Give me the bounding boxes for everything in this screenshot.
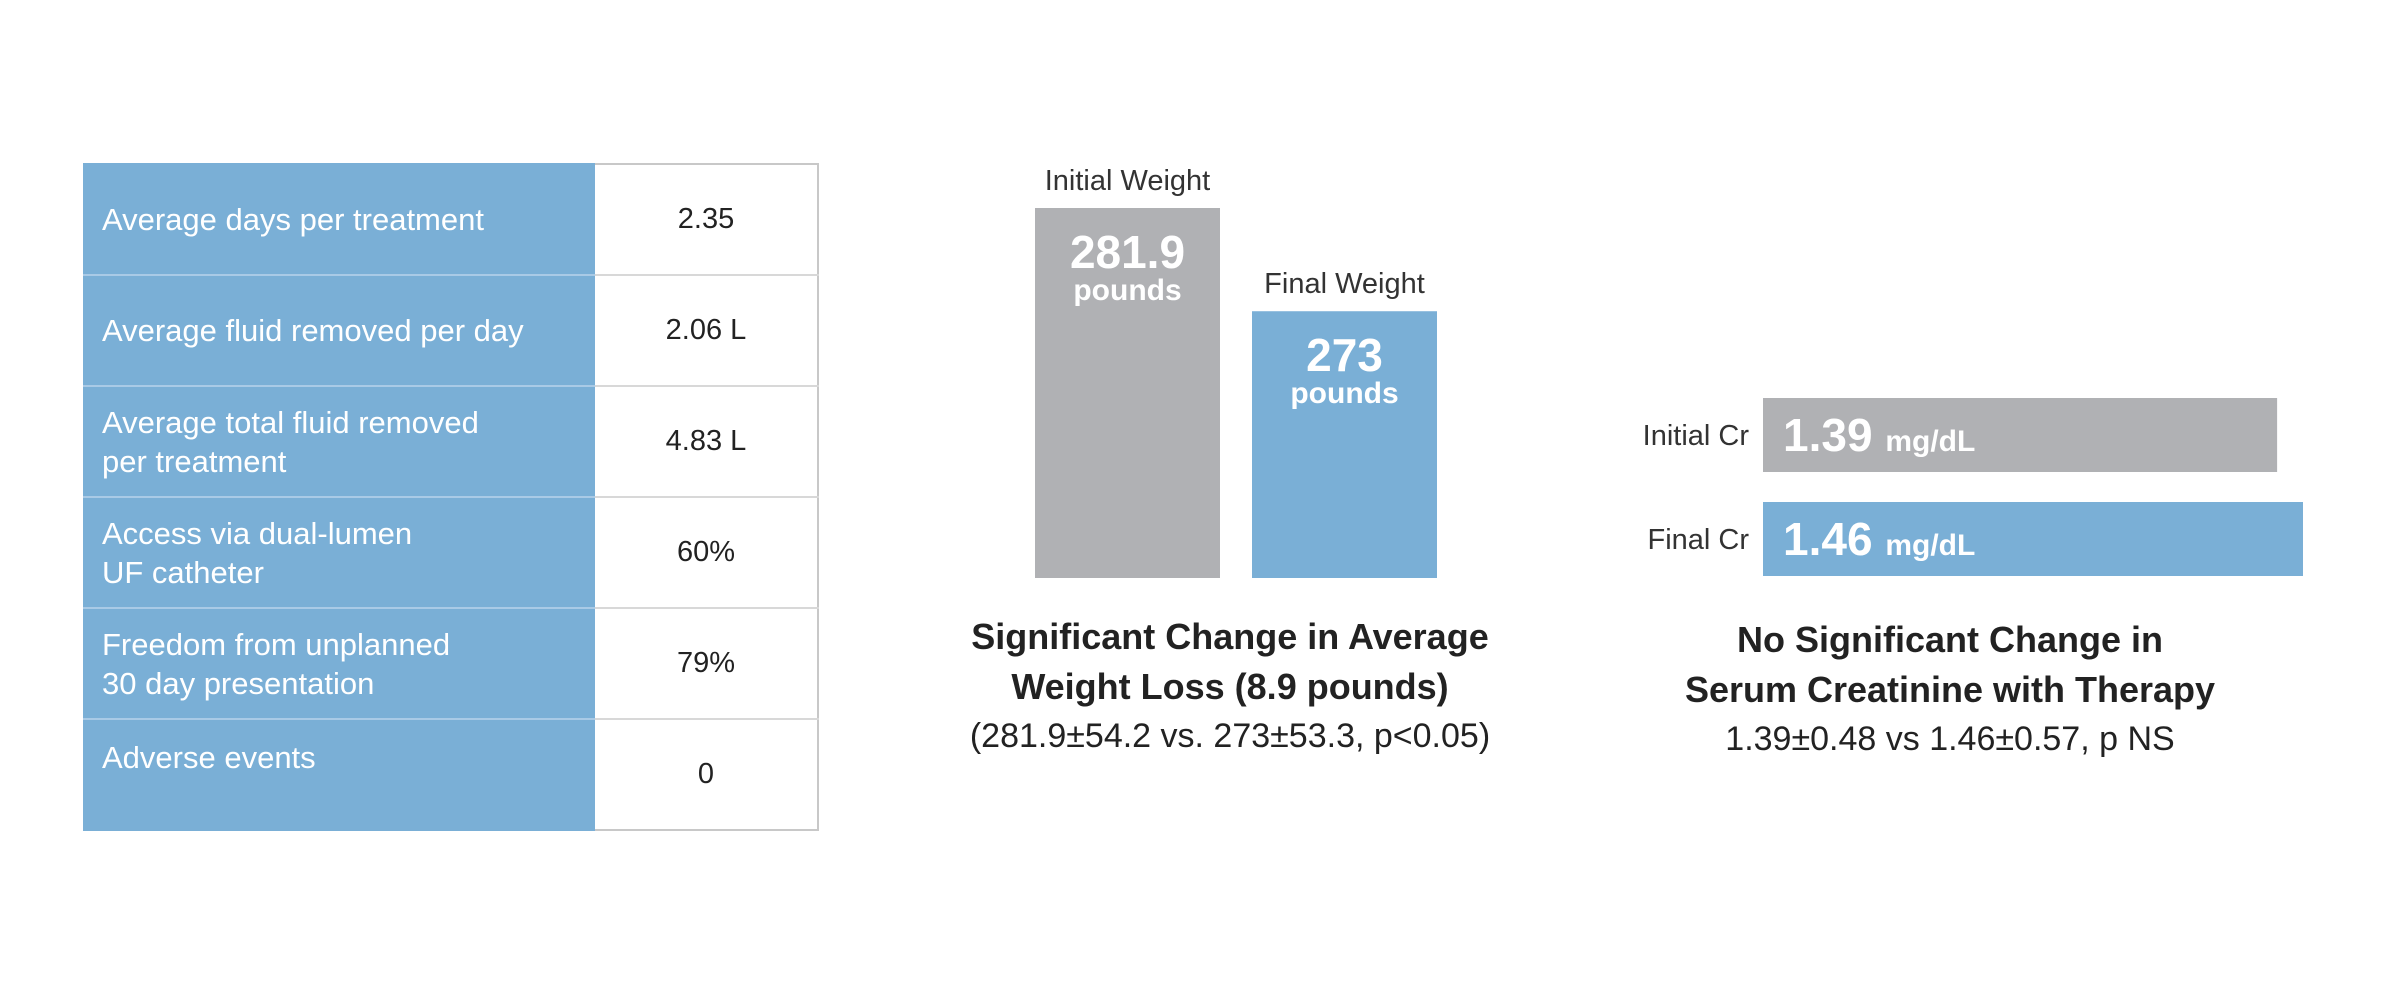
weight-bar [1035, 208, 1220, 578]
table-row-label: Adverse events [83, 719, 595, 831]
creatinine-bar [1763, 502, 2303, 576]
table-row-value: 2.06 L [595, 275, 819, 387]
weight-bar [1252, 311, 1437, 578]
weight-bar-category-label: Final Weight [1264, 268, 1425, 300]
table-row-label: Freedom from unplanned 30 day presentati… [83, 608, 595, 720]
table-row: Average days per treatment 2.35 [83, 163, 819, 276]
creatinine-bar-value-label: 1.39 mg/dL [1783, 409, 1975, 461]
table-row: Adverse events 0 [83, 719, 819, 831]
table-row-value: 4.83 L [595, 386, 819, 498]
weight-chart-subtitle: (281.9±54.2 vs. 273±53.3, p<0.05) [969, 717, 1491, 755]
table-row: Freedom from unplanned 30 day presentati… [83, 608, 819, 720]
creatinine-bar-unit-label: mg/dL [1885, 425, 1975, 458]
table-row-value: 0 [595, 719, 819, 831]
treatment-summary-table: Average days per treatment 2.35 Average fl… [83, 163, 819, 831]
weight-bar-unit-label: pounds [1290, 377, 1398, 410]
weight-bar-value-label: 281.9 [1070, 226, 1185, 278]
weight-bar-category-label: Initial Weight [1045, 165, 1211, 197]
table-row-label: Access via dual-lumen UF catheter [83, 497, 595, 609]
creatinine-bar-unit-label: mg/dL [1885, 529, 1975, 562]
creatinine-bar-category-label: Final Cr [1647, 524, 1749, 556]
table-row-label: Average days per treatment [83, 163, 595, 276]
table-row: Average fluid removed per day 2.06 L [83, 275, 819, 387]
table-row: Access via dual-lumen UF catheter 60% [83, 497, 819, 609]
creatinine-bar-category-label: Initial Cr [1643, 420, 1750, 452]
weight-chart-title: Significant Change in Average Weight Los… [971, 616, 1489, 707]
creatinine-chart-title: No Significant Change in Serum Creatinin… [1684, 619, 2216, 710]
weight-bar-unit-label: pounds [1073, 274, 1181, 307]
creatinine-bar-chart: Initial Cr 1.39 mg/dL Final Cr 1.46 mg/dL [1643, 398, 2303, 576]
table-row-value: 79% [595, 608, 819, 720]
creatinine-chart-caption: No Significant Change in Serum Creatinin… [1640, 615, 2260, 763]
table-row-label: Average total fluid removed per treatmen… [83, 386, 595, 498]
table-row: Average total fluid removed per treatmen… [83, 386, 819, 498]
creatinine-bar-value-label: 1.46 mg/dL [1783, 513, 1975, 565]
table-row-value: 60% [595, 497, 819, 609]
weight-bar-value-label: 273 [1306, 329, 1383, 381]
creatinine-chart-subtitle: 1.39±0.48 vs 1.46±0.57, p NS [1725, 720, 2175, 758]
table-row-value: 2.35 [595, 163, 819, 276]
creatinine-bar [1763, 398, 2278, 472]
table-row-label: Average fluid removed per day [83, 275, 595, 387]
weight-chart-caption: Significant Change in Average Weight Los… [905, 612, 1555, 760]
